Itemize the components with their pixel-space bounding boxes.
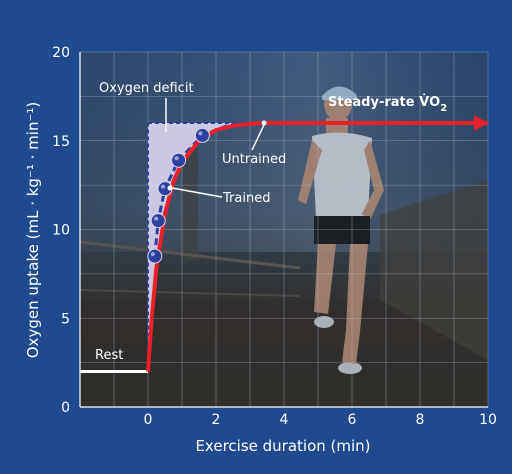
trained-label: Trained: [222, 191, 270, 206]
steady-rate-label: Steady-rate V̇O2: [328, 95, 447, 114]
runner-left-arm: [298, 140, 322, 204]
trained-marker: [194, 127, 210, 143]
runner-shorts: [314, 216, 370, 244]
runner-left-leg: [314, 244, 336, 314]
y-axis-title: Oxygen uptake (mL · kg⁻¹ · min⁻¹): [24, 102, 42, 358]
runner-right-shoe: [338, 362, 362, 374]
x-tick-label: 8: [416, 412, 425, 428]
trained-marker: [150, 213, 166, 229]
railing-top: [80, 240, 301, 270]
trained-leader-dot: [167, 185, 173, 191]
trained-marker-highlight: [198, 131, 203, 136]
trained-marker: [171, 152, 187, 168]
trained-leader: [171, 187, 223, 198]
x-tick-label: 0: [144, 412, 153, 428]
background-tower: [182, 150, 198, 260]
axes: [79, 52, 488, 408]
steady-rate-label-main: Steady-rate V̇O: [328, 95, 440, 110]
untrained-series-line: [146, 121, 488, 372]
runner-left-shoe: [314, 316, 334, 328]
oxygen-deficit-fill: [148, 123, 267, 372]
rest-label: Rest: [95, 348, 123, 363]
runner-figure: [298, 86, 384, 374]
tick-labels: 0 2 4 6 8 10 0 5 10 15 20: [52, 45, 497, 428]
trained-marker-highlight: [150, 252, 155, 257]
steady-rate-label-sub: 2: [440, 103, 447, 114]
steady-rate-arrowhead: [474, 115, 488, 131]
y-tick-label: 10: [52, 223, 70, 239]
x-tick-label: 2: [212, 412, 221, 428]
runner-right-calf: [342, 330, 360, 364]
untrained-leader: [251, 124, 265, 151]
x-tick-label: 6: [348, 412, 357, 428]
x-tick-label: 4: [280, 412, 289, 428]
oxygen-deficit-label: Oxygen deficit: [99, 81, 194, 96]
trained-marker: [147, 248, 163, 264]
trained-marker-highlight: [154, 216, 159, 221]
y-tick-label: 15: [52, 134, 70, 150]
y-tick-label: 5: [61, 311, 70, 327]
railing-bottom: [80, 289, 301, 297]
y-tick-label: 20: [52, 45, 70, 61]
untrained-label: Untrained: [222, 152, 286, 167]
trained-marker-highlight: [174, 156, 179, 161]
right-railing: [380, 180, 488, 360]
x-tick-label: 10: [479, 412, 497, 428]
y-tick-label: 0: [61, 400, 70, 416]
runner-top: [312, 132, 372, 218]
untrained-leader-dot: [261, 120, 267, 126]
runner-right-leg: [346, 244, 368, 332]
runner-right-arm: [362, 140, 384, 220]
x-axis-title: Exercise duration (min): [195, 437, 370, 455]
trained-marker-highlight: [161, 184, 165, 189]
